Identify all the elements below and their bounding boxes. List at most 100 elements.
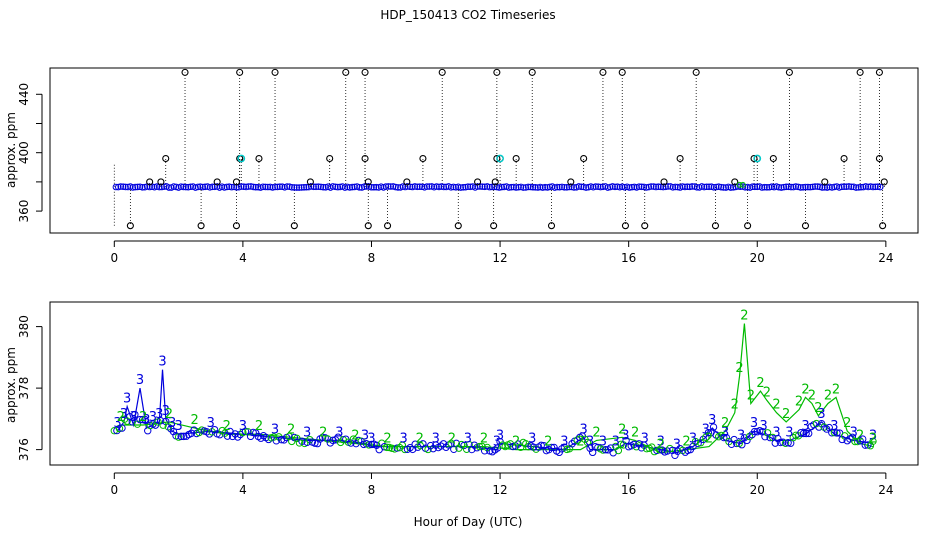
bottom-flag-3-label: 3: [673, 438, 681, 453]
bottom-flag-3-label: 3: [136, 373, 144, 388]
bottom-point: [228, 432, 237, 441]
top-baseline-point: [406, 183, 414, 191]
bottom-flag-3-label: 3: [689, 432, 697, 447]
top-baseline-point: [182, 183, 190, 191]
bottom-flag-2-label: 2: [795, 395, 803, 410]
bottom-point: [257, 434, 265, 442]
top-baseline-point: [536, 183, 544, 191]
top-baseline-point: [727, 184, 735, 191]
bottom-point: [833, 429, 841, 437]
top-outlier-point: [856, 68, 864, 76]
bottom-y-tick-label: 376: [17, 438, 31, 461]
top-baseline-point: [346, 184, 354, 191]
top-outlier-point: [213, 178, 221, 186]
bottom-point: [272, 437, 281, 445]
top-baseline-point: [153, 183, 161, 190]
bottom-flag-3-label: 3: [869, 428, 877, 443]
bottom-point: [861, 441, 869, 449]
bottom-point: [442, 443, 450, 451]
bottom-flag-3-label: 3: [361, 428, 369, 443]
bottom-point: [738, 441, 746, 449]
top-baseline-point: [254, 183, 262, 191]
top-baseline-point: [262, 183, 269, 191]
top-baseline-point: [122, 183, 129, 191]
bottom-point: [475, 442, 484, 451]
top-outlier-point: [801, 222, 810, 230]
bottom-point: [270, 433, 278, 441]
top-baseline-point: [385, 183, 392, 190]
bottom-point: [450, 445, 458, 453]
top-outlier-point: [490, 222, 498, 230]
top-baseline-point: [811, 183, 819, 190]
bottom-point: [365, 441, 373, 449]
bottom-point: [799, 429, 808, 438]
top-baseline-point: [840, 183, 848, 191]
top-x-tick-label: 20: [750, 251, 765, 265]
top-y-tick-label: 400: [17, 141, 31, 164]
top-outlier-point: [528, 68, 536, 76]
top-baseline-point: [544, 184, 551, 191]
bottom-x-tick-label: 0: [110, 483, 118, 497]
top-baseline-point: [228, 183, 235, 191]
top-baseline-point: [597, 183, 604, 191]
bottom-x-tick-label: 20: [750, 483, 765, 497]
top-baseline-point: [457, 184, 464, 191]
top-baseline-point: [387, 183, 395, 190]
top-baseline-point: [826, 183, 833, 191]
top-baseline-point: [196, 183, 204, 190]
top-outlier-point: [769, 154, 777, 163]
bottom-point: [642, 445, 651, 453]
top-baseline-point: [334, 183, 342, 191]
top-baseline-point: [655, 183, 662, 191]
top-baseline-point: [843, 183, 850, 190]
bottom-flag-3-label: 3: [123, 392, 131, 407]
bottom-point: [303, 438, 311, 446]
top-baseline-point: [512, 184, 520, 191]
bottom-point: [560, 443, 569, 451]
top-outlier-point: [364, 222, 372, 230]
top-outlier-point: [785, 68, 793, 76]
top-baseline-point: [847, 183, 855, 191]
top-x-tick-label: 0: [110, 251, 118, 265]
bottom-flag-2-label: 2: [772, 398, 780, 413]
top-baseline-point: [688, 183, 696, 190]
top-baseline-point: [684, 183, 691, 190]
bottom-flag-3-label: 3: [432, 432, 440, 447]
bottom-point: [869, 437, 877, 446]
bottom-flag-2-label: 2: [735, 361, 743, 376]
top-baseline-point: [529, 183, 537, 191]
top-baseline-point: [638, 183, 645, 191]
top-baseline-point: [749, 183, 756, 191]
bottom-flag-3-label: 3: [493, 435, 501, 450]
top-baseline-point: [515, 183, 522, 191]
bottom-flag-2-label: 2: [416, 432, 424, 447]
top-baseline-point: [500, 183, 508, 191]
bottom-flag-2-label: 2: [763, 385, 771, 400]
top-baseline-point: [609, 183, 616, 190]
bottom-flag-2-label: 2: [448, 432, 456, 447]
top-baseline-point: [307, 183, 315, 190]
bottom-point: [802, 429, 810, 438]
top-outlier-point: [692, 68, 700, 76]
bottom-flag-3-label: 3: [737, 428, 745, 443]
top-outlier-point: [162, 154, 170, 163]
top-outlier-point: [157, 178, 165, 186]
top-baseline-point: [758, 184, 766, 191]
top-flag2-point: [739, 181, 746, 188]
bottom-flag-3-label: 3: [708, 413, 716, 428]
bottom-point: [663, 447, 671, 455]
top-baseline-point: [751, 183, 759, 191]
top-y-tick-label: 360: [17, 200, 31, 223]
top-baseline-point: [534, 184, 542, 191]
bottom-flag-3-label: 3: [621, 428, 629, 443]
top-baseline-point: [399, 183, 407, 190]
top-baseline-point: [628, 183, 636, 191]
top-baseline-point: [199, 183, 207, 191]
bottom-flag-3-label: 3: [113, 416, 121, 431]
bottom-point: [249, 428, 257, 437]
top-baseline-point: [269, 184, 276, 191]
top-baseline-point: [201, 183, 209, 191]
top-baseline-point: [459, 183, 467, 191]
top-baseline-point: [329, 183, 337, 190]
bottom-point: [180, 432, 188, 441]
